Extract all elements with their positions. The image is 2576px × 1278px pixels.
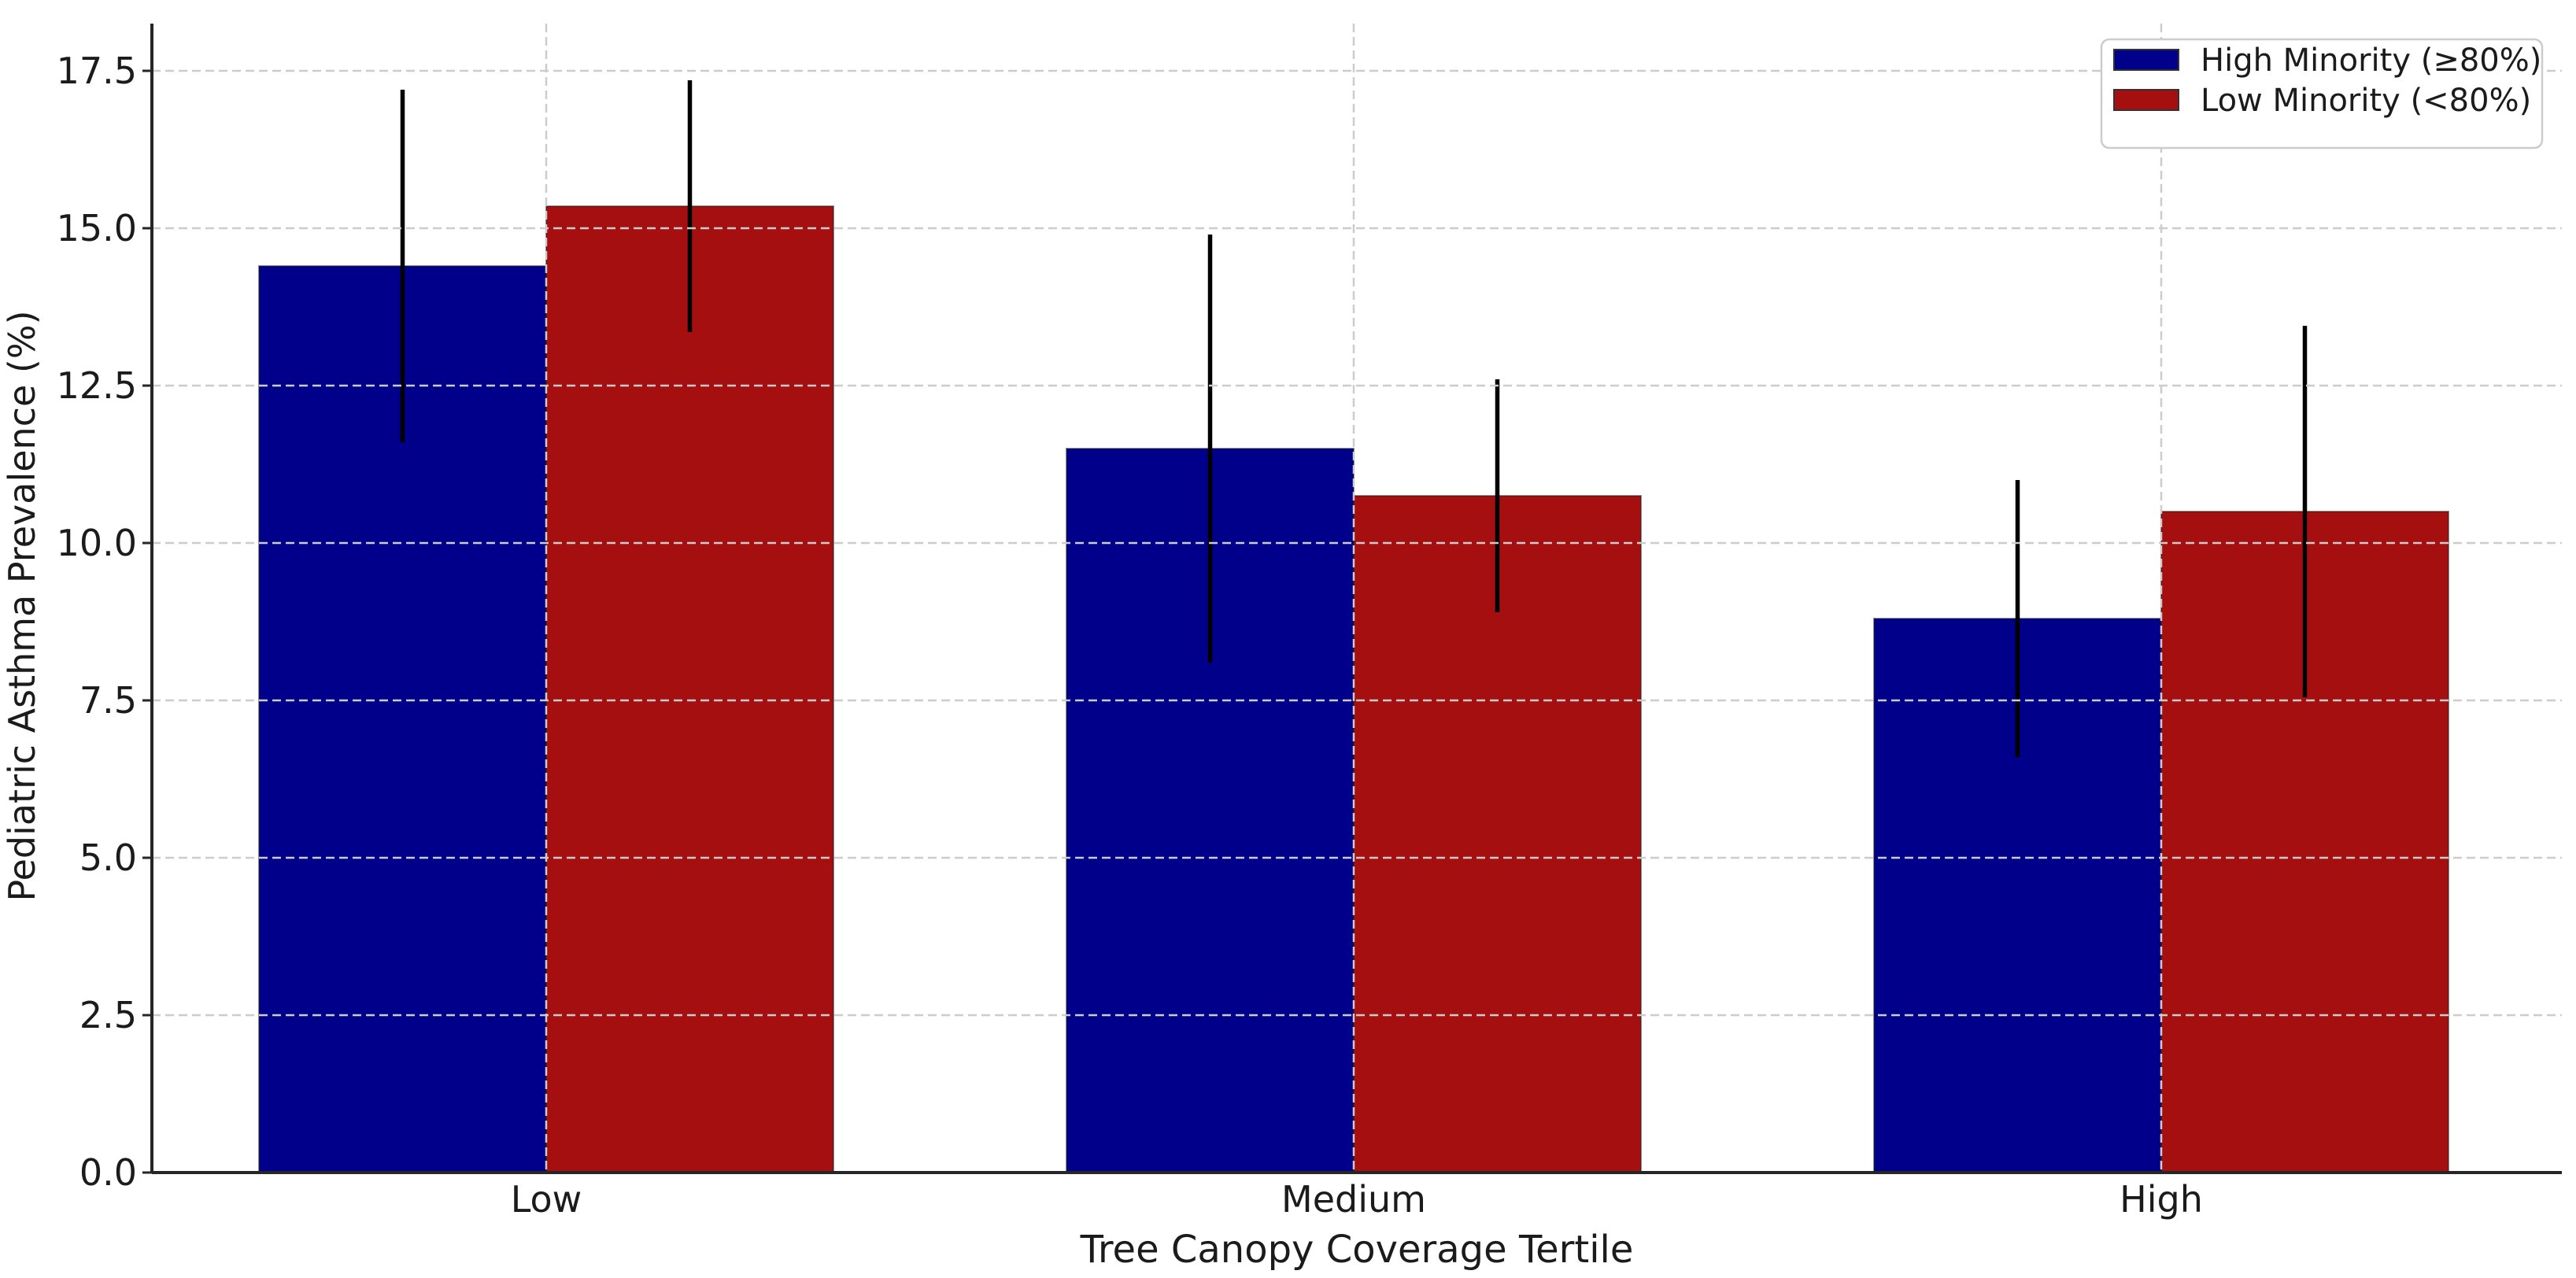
y-tick-label-0: 0.0 (79, 1151, 137, 1194)
axes-layer (142, 24, 2562, 1174)
legend-swatch-low-minority (2113, 89, 2179, 111)
x-tick-label-medium: Medium (1281, 1178, 1426, 1221)
y-tick-label-12.5: 12.5 (57, 364, 137, 407)
y-tick-label-5: 5.0 (79, 837, 137, 879)
y-tick-label-15: 15.0 (57, 207, 137, 249)
legend-frame (2100, 38, 2544, 150)
x-axis-label: Tree Canopy Coverage Tertile (1080, 1228, 1634, 1272)
x-tick-label-high: High (2120, 1178, 2203, 1221)
error-bars-layer (400, 80, 2308, 757)
bar-low-series1 (545, 205, 834, 1173)
legend-label-high-minority: High Minority (≥80%) (2201, 42, 2541, 79)
y-axis-label: Pediatric Asthma Prevalence (%) (1, 310, 43, 901)
x-tick-label-low: Low (511, 1178, 582, 1221)
y-tick-label-10: 10.0 (57, 522, 137, 564)
legend-swatch-high-minority (2113, 49, 2179, 71)
y-tick-label-2.5: 2.5 (79, 994, 137, 1036)
legend: High Minority (≥80%) Low Minority (<80%) (2100, 38, 2544, 150)
y-tick-label-17.5: 17.5 (57, 50, 137, 92)
tick-labels-layer: 0.0 2.5 5.0 7.5 10.0 12.5 15.0 17.5 Low Medium Hig… (57, 50, 2203, 1221)
legend-label-low-minority: Low Minority (<80%) (2201, 83, 2531, 119)
y-tick-label-7.5: 7.5 (79, 679, 137, 722)
